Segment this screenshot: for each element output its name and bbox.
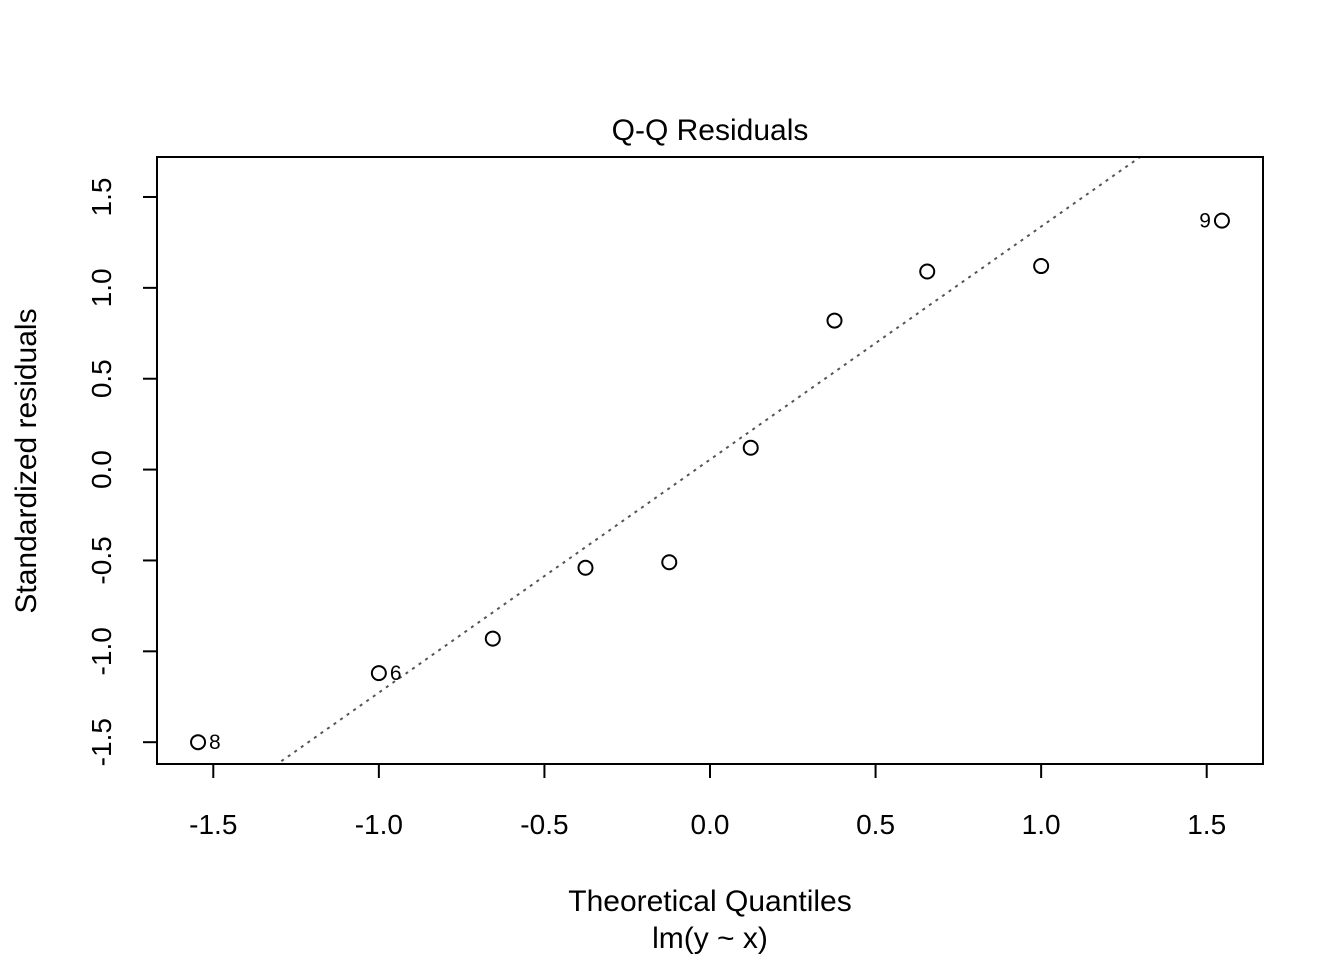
data-point <box>661 554 678 571</box>
point-label: 9 <box>1199 210 1211 233</box>
data-point <box>1033 258 1050 275</box>
chart-title: Q-Q Residuals <box>612 114 809 147</box>
data-point <box>919 263 936 280</box>
y-tick-label: -1.0 <box>86 627 117 675</box>
data-point <box>484 630 501 647</box>
point-label: 6 <box>390 662 402 685</box>
x-tick-label: 1.5 <box>1187 809 1226 840</box>
data-point <box>826 312 843 329</box>
x-tick-label: 1.0 <box>1022 809 1061 840</box>
data-point <box>742 439 759 456</box>
point-label: 8 <box>209 731 221 754</box>
x-tick-label: -0.5 <box>520 809 568 840</box>
x-tick-label: -1.0 <box>355 809 403 840</box>
x-tick-label: 0.0 <box>691 809 730 840</box>
y-tick-label: -1.5 <box>86 718 117 766</box>
y-axis-title: Standardized residuals <box>10 308 43 613</box>
plot-area: 8 6 9 -1.5 -1.0 -0.5 0.0 0.5 1.0 1.5 -1.5 -1.0 -0.5 0… <box>86 156 1264 840</box>
y-tick-label: 1.0 <box>86 268 117 307</box>
plot-box <box>156 156 1264 765</box>
x-tick-label: -1.5 <box>189 809 237 840</box>
data-point <box>577 559 594 576</box>
y-tick-label: 0.0 <box>86 450 117 489</box>
reference-line <box>275 157 1142 764</box>
x-axis-subtitle: lm(y ~ x) <box>652 922 768 955</box>
data-point <box>1213 212 1230 229</box>
data-point <box>190 734 207 751</box>
y-tick-label: -0.5 <box>86 536 117 584</box>
x-axis-title: Theoretical Quantiles <box>568 885 851 918</box>
x-tick-label: 0.5 <box>856 809 895 840</box>
data-point <box>370 665 387 682</box>
y-tick-label: 0.5 <box>86 359 117 398</box>
y-tick-label: 1.5 <box>86 178 117 217</box>
